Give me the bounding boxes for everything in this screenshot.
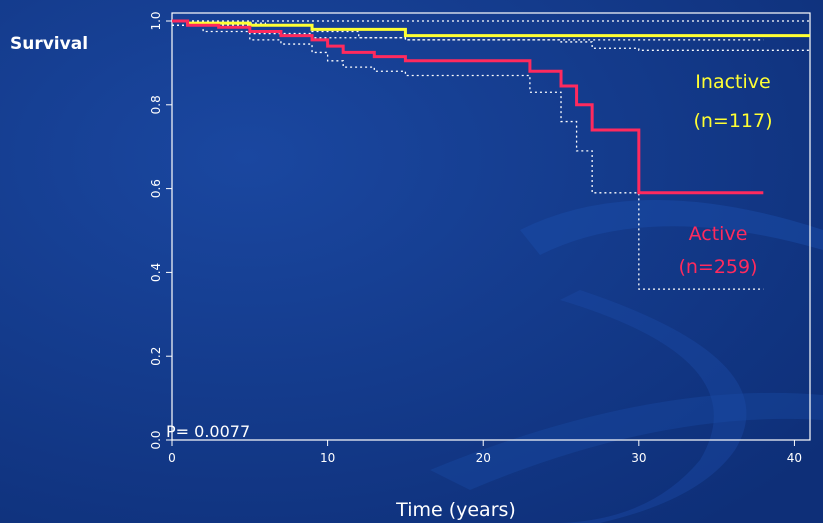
plot-frame (171, 12, 811, 441)
active-n-label: (n=259) (678, 256, 757, 278)
inactive-n-label: (n=117) (693, 110, 772, 132)
x-tick-label-30: 30 (631, 451, 646, 465)
x-tick-label-0: 0 (168, 451, 176, 465)
y-tick-label-3: 0.6 (149, 179, 163, 198)
y-tick-label-0: 0.0 (149, 430, 163, 449)
y-tick-label-2: 0.4 (149, 263, 163, 282)
inactive-ci-lower (172, 24, 810, 51)
y-tick-label-4: 0.8 (149, 95, 163, 114)
x-tick-label-40: 40 (787, 451, 802, 465)
inactive-survival-line (172, 19, 810, 38)
inactive-series-label: Inactive (695, 71, 770, 93)
p-value-annotation: P= 0.0077 (166, 422, 250, 441)
y-tick-label-5: 1.0 (149, 11, 163, 30)
x-tick-label-10: 10 (320, 451, 335, 465)
y-axis-title: Survival (10, 34, 89, 54)
active-series-label: Active (689, 223, 748, 245)
active-survival-line (172, 19, 764, 195)
x-axis-title: Time (years) (395, 499, 516, 521)
active-ci-lower (172, 24, 764, 290)
y-tick-label-1: 0.2 (149, 347, 163, 366)
active-ci-upper (172, 20, 764, 41)
x-tick-label-20: 20 (476, 451, 491, 465)
